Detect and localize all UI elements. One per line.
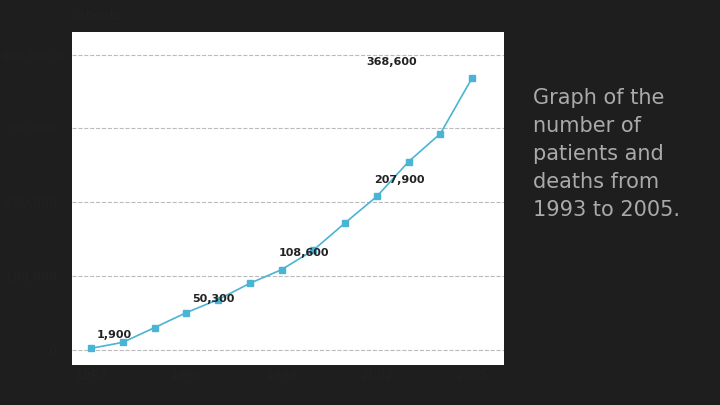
Text: 368,600: 368,600: [366, 57, 417, 66]
Text: 207,900: 207,900: [374, 175, 425, 185]
Text: 1,900: 1,900: [96, 330, 132, 340]
Text: Patients: Patients: [72, 9, 122, 22]
Text: 108,600: 108,600: [279, 249, 329, 258]
Text: Graph of the
number of
patients and
deaths from
1993 to 2005.: Graph of the number of patients and deat…: [533, 88, 680, 220]
Text: 50,300: 50,300: [192, 294, 234, 304]
